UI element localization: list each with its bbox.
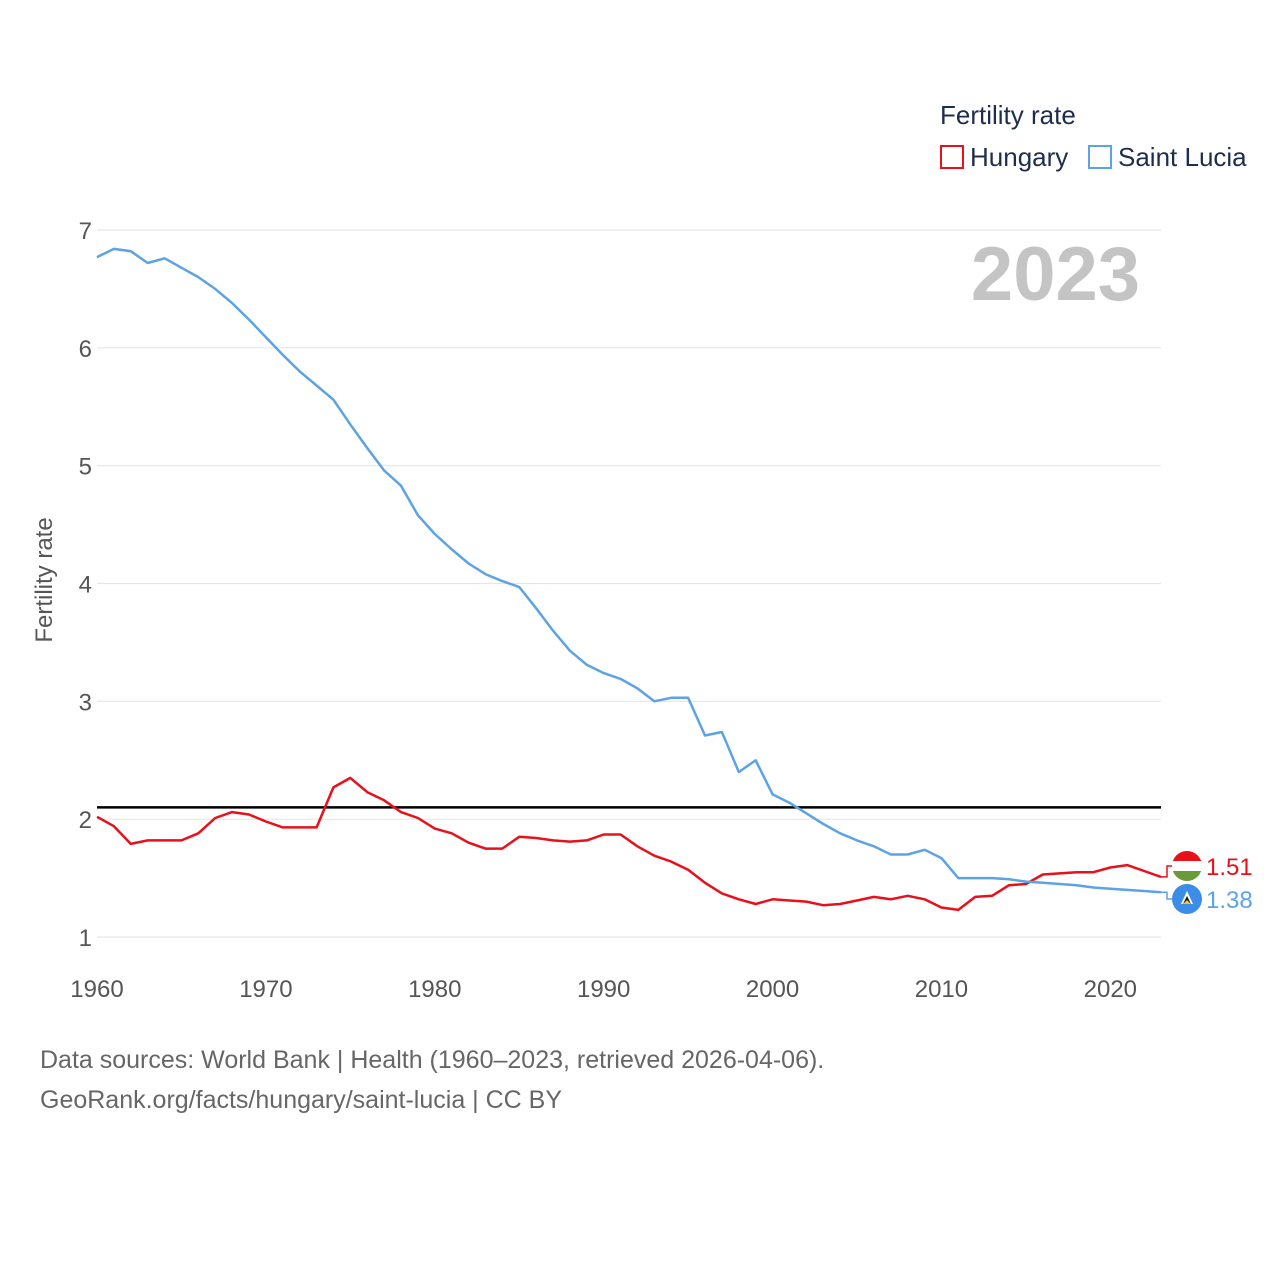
legend-title: Fertility rate	[940, 100, 1076, 130]
y-tick-label: 5	[79, 454, 92, 481]
end-value-hungary: 1.51	[1206, 854, 1253, 881]
tick-layer: 1 2 3 4 5 6 7 1960 1970 1980 1990 2000 2010 2020	[70, 218, 1137, 1003]
legend-label-hungary[interactable]: Hungary	[970, 142, 1068, 172]
y-tick-label: 6	[79, 336, 92, 363]
legend-label-saint-lucia[interactable]: Saint Lucia	[1118, 142, 1247, 172]
x-tick-label: 2000	[746, 976, 799, 1003]
end-labels: 1.51 1.38	[1161, 851, 1253, 914]
x-tick-label: 2020	[1084, 976, 1137, 1003]
y-tick-label: 4	[79, 572, 92, 599]
hungary-flag-icon	[1172, 851, 1202, 881]
y-tick-label: 1	[79, 925, 92, 952]
saint-lucia-flag-icon	[1172, 884, 1202, 914]
legend-swatch-saint-lucia[interactable]	[1088, 145, 1112, 169]
legend: Fertility rate Hungary Saint Lucia	[940, 100, 1247, 172]
grid-layer	[97, 229, 1161, 938]
series-layer	[96, 247, 1162, 912]
end-connector	[1161, 891, 1173, 900]
source-link[interactable]: GeoRank.org/facts/hungary/saint-lucia | …	[40, 1086, 563, 1114]
y-axis-title: Fertility rate	[31, 517, 58, 642]
y-tick-label: 7	[79, 218, 92, 245]
y-tick-label: 3	[79, 689, 92, 716]
x-tick-label: 2010	[915, 976, 968, 1003]
year-label: 2023	[971, 232, 1140, 317]
x-tick-label: 1990	[577, 976, 630, 1003]
end-connector	[1161, 865, 1173, 878]
x-tick-label: 1960	[70, 976, 123, 1003]
series-line-hungary[interactable]	[96, 776, 1162, 912]
end-value-saint-lucia: 1.38	[1206, 887, 1253, 914]
y-tick-label: 2	[79, 807, 92, 834]
legend-swatch-hungary[interactable]	[940, 145, 964, 169]
x-tick-label: 1970	[239, 976, 292, 1003]
x-tick-label: 1980	[408, 976, 461, 1003]
series-line-saint-lucia[interactable]	[96, 247, 1162, 894]
data-source-text: Data sources: World Bank | Health (1960–…	[40, 1046, 825, 1074]
footer: Data sources: World Bank | Health (1960–…	[40, 1040, 824, 1120]
